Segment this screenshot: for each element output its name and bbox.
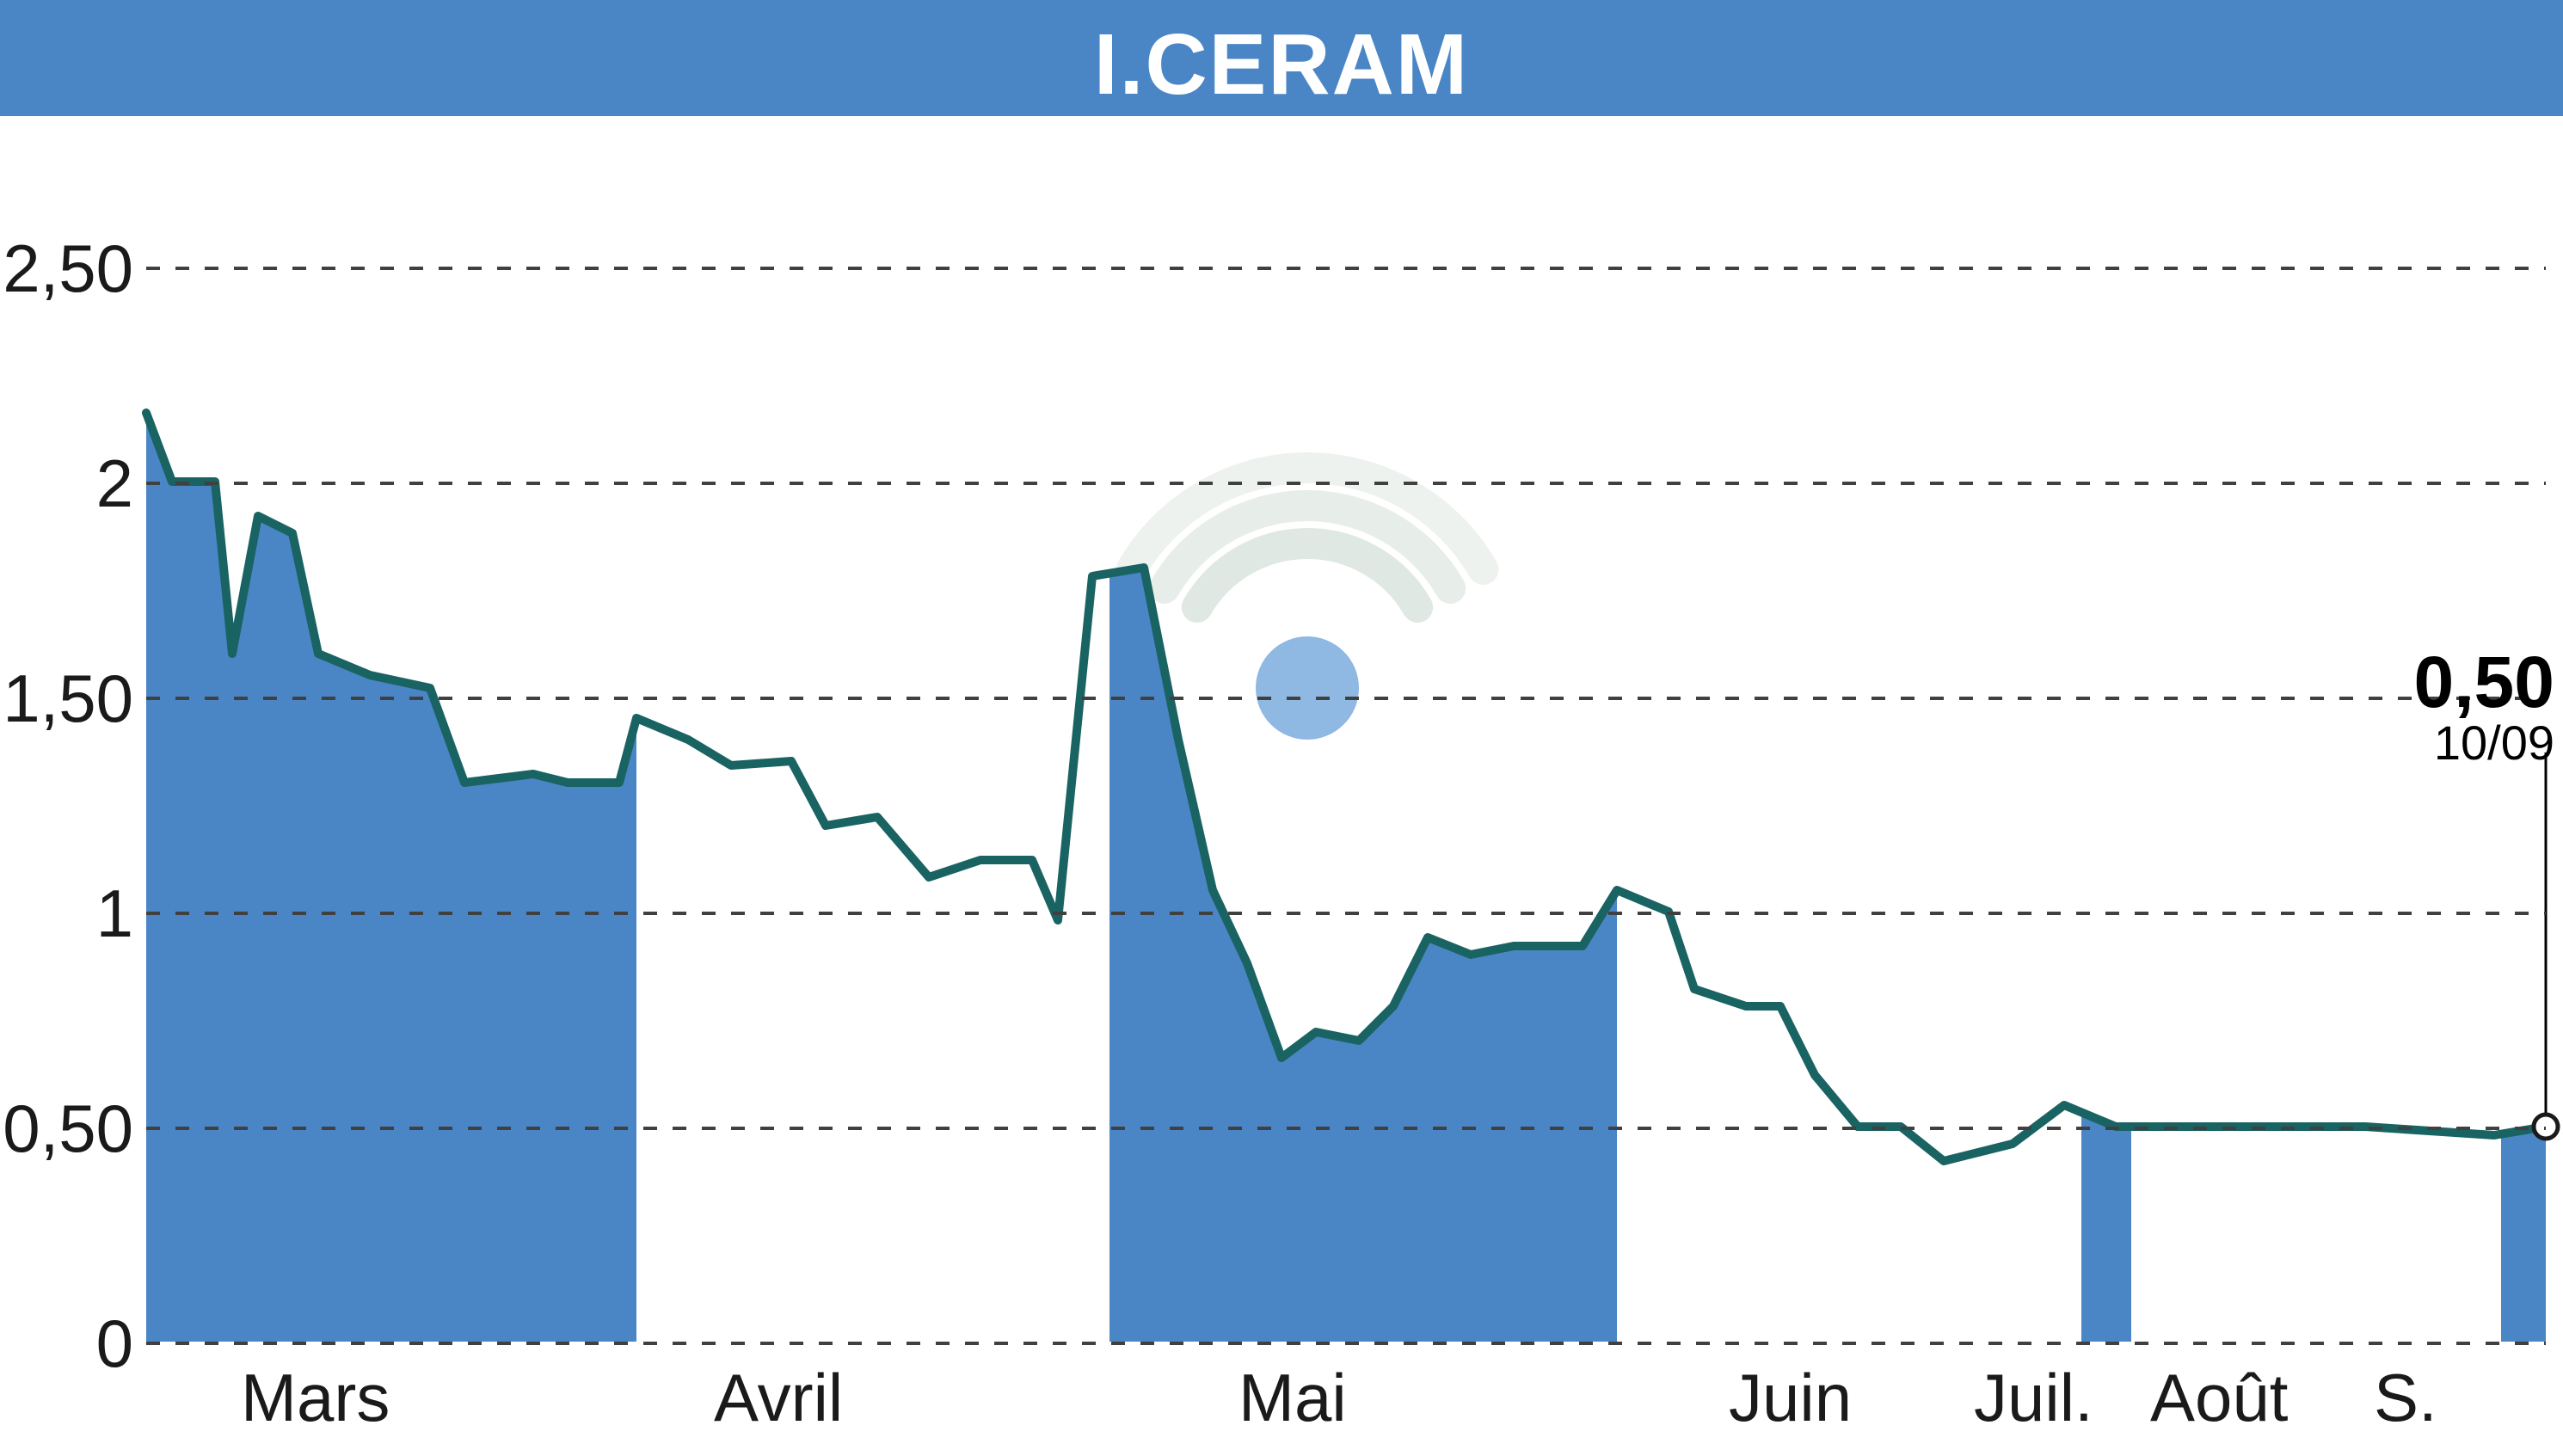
fill-region (1109, 568, 1617, 1342)
y-tick-label: 2 (0, 445, 133, 523)
callout-date: 10/09 (2434, 715, 2554, 771)
x-tick-label: Mai (1238, 1359, 1347, 1437)
x-tick-label: Avril (714, 1359, 843, 1437)
y-tick-label: 1,50 (0, 660, 133, 738)
gridline (146, 697, 2546, 700)
x-tick-label: Mars (241, 1359, 390, 1437)
gridline (146, 1127, 2546, 1130)
y-tick-label: 0,50 (0, 1090, 133, 1168)
chart-plot-area: 0 0,50 1 1,50 2 2,50 Mars Avril Mai Juin Juil. Août… (0, 0, 2563, 1456)
y-tick-label: 2,50 (0, 230, 133, 308)
y-tick-label: 0 (0, 1305, 133, 1383)
callout-value: 0,50 (2414, 641, 2555, 724)
gridline (146, 1342, 2546, 1345)
x-tick-label: Juin (1729, 1359, 1852, 1437)
x-tick-label: S. (2374, 1359, 2437, 1437)
gridline (146, 482, 2546, 485)
x-tick-label: Juil. (1974, 1359, 2093, 1437)
gridline (146, 267, 2546, 270)
gridline (146, 912, 2546, 915)
chart-svg (0, 0, 2563, 1456)
x-tick-label: Août (2150, 1359, 2288, 1437)
y-tick-label: 1 (0, 875, 133, 953)
fill-region (2501, 1127, 2546, 1342)
fill-region (2081, 1112, 2131, 1342)
